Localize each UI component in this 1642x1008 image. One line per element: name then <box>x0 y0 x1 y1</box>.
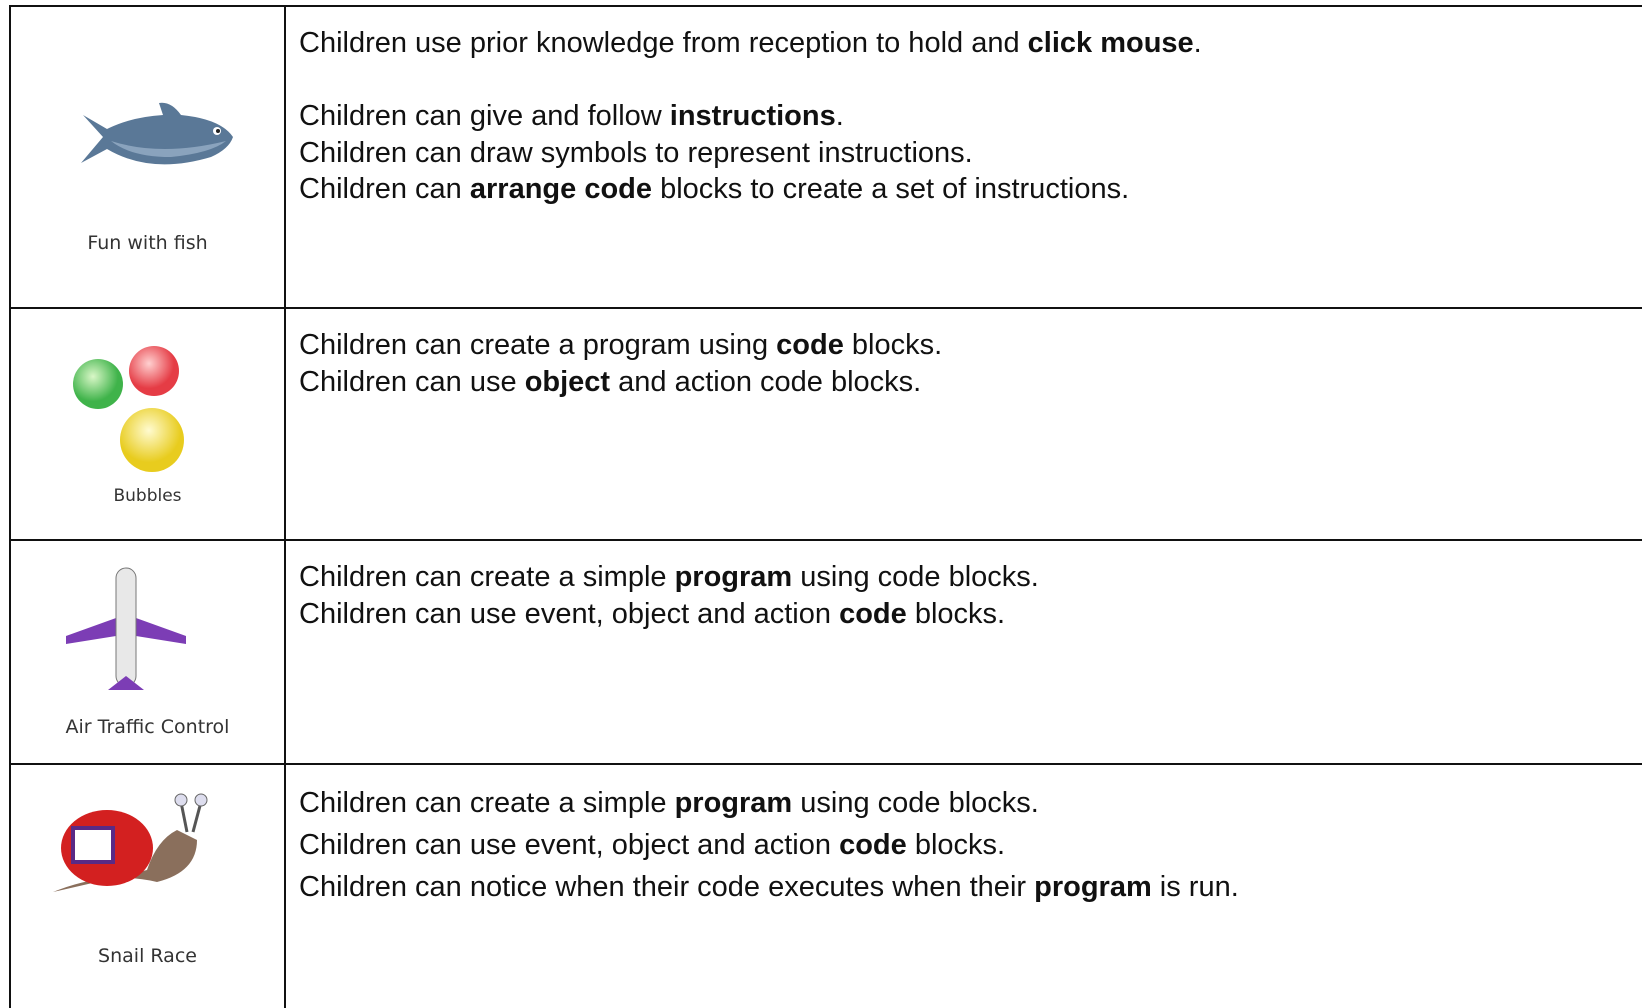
paragraph: Children can create a simple program usi… <box>299 559 1039 632</box>
cell-text: Children use prior knowledge from recept… <box>299 25 1202 208</box>
text-run: using code blocks. <box>792 787 1039 819</box>
bold-text: click mouse <box>1027 27 1194 59</box>
text-line: Children can use object and action code … <box>299 364 942 401</box>
paragraph: Children can create a simple program usi… <box>299 783 1239 908</box>
paragraph: Children can give and follow instruction… <box>299 98 1202 208</box>
text-run: Children can create a simple <box>299 787 675 819</box>
bold-text: object <box>524 365 611 398</box>
text-run: and action code blocks. <box>610 365 922 398</box>
icon-cell: Snail Race <box>11 765 286 1008</box>
text-run: Children can <box>299 173 470 206</box>
text-line: Children can draw symbols to represent i… <box>299 135 1202 172</box>
plane-icon <box>66 567 186 690</box>
text-run: Children can use event, object and actio… <box>299 597 840 630</box>
text-line: Children can create a program using code… <box>299 327 942 364</box>
text-run: is run. <box>1151 870 1239 903</box>
text-run: Children use prior knowledge from recept… <box>299 27 1028 59</box>
text-run: blocks. <box>906 828 1006 861</box>
text-run: Children can use <box>299 365 525 398</box>
cell-text: Children can create a program using code… <box>299 327 942 400</box>
table-row: Air Traffic Control Children can create … <box>9 539 1642 763</box>
row-label: Fun with fish <box>87 232 208 254</box>
bold-text: arrange code <box>469 173 653 206</box>
cell-text: Children can create a simple program usi… <box>299 559 1039 632</box>
text-run: blocks. <box>906 597 1006 630</box>
paragraph: Children can create a program using code… <box>299 327 942 400</box>
text-line: Children can create a simple program usi… <box>299 783 1239 825</box>
text-run: Children can notice when their code exec… <box>299 870 1035 903</box>
bold-text: code <box>839 597 907 630</box>
text-run: blocks to create a set of instructions. <box>652 173 1130 206</box>
bold-text: instructions <box>669 100 836 133</box>
text-line: Children use prior knowledge from recept… <box>299 25 1202 62</box>
text-line: Children can give and follow instruction… <box>299 98 1202 135</box>
cell-text: Children can create a simple program usi… <box>299 783 1239 908</box>
fish-icon <box>81 102 233 165</box>
text-run: . <box>835 100 844 133</box>
snail-icon <box>53 793 208 892</box>
text-line: Children can use event, object and actio… <box>299 825 1239 867</box>
icon-cell: Fun with fish <box>11 7 286 307</box>
text-run: Children can draw symbols to represent i… <box>299 136 973 169</box>
paragraph: Children use prior knowledge from recept… <box>299 25 1202 62</box>
text-line: Children can notice when their code exec… <box>299 867 1239 909</box>
text-run: using code blocks. <box>792 561 1039 593</box>
row-label: Snail Race <box>98 945 197 967</box>
bubbles-icon <box>73 346 184 472</box>
bold-text: code <box>839 828 907 861</box>
text-run: Children can use event, object and actio… <box>299 828 840 861</box>
bold-text: code <box>776 329 844 361</box>
row-label: Air Traffic Control <box>65 716 230 738</box>
text-run: Children can create a simple <box>299 561 675 593</box>
table-row: Fun with fish Children use prior knowled… <box>9 5 1642 307</box>
text-line: Children can use event, object and actio… <box>299 596 1039 633</box>
icon-cell: Air Traffic Control <box>11 541 286 763</box>
icon-cell: Bubbles <box>11 309 286 539</box>
text-run: . <box>1193 27 1202 59</box>
row-label: Bubbles <box>113 486 182 506</box>
bold-text: program <box>674 561 793 593</box>
bold-text: program <box>674 787 793 819</box>
text-run: blocks. <box>843 329 943 361</box>
table-row: Snail Race Children can create a simple … <box>9 763 1642 1008</box>
bold-text: program <box>1034 870 1152 903</box>
table-row: Bubbles Children can create a program us… <box>9 307 1642 539</box>
text-run: Children can give and follow <box>299 100 670 133</box>
text-line: Children can create a simple program usi… <box>299 559 1039 596</box>
text-run: Children can create a program using <box>299 329 777 361</box>
text-line: Children can arrange code blocks to crea… <box>299 171 1202 208</box>
